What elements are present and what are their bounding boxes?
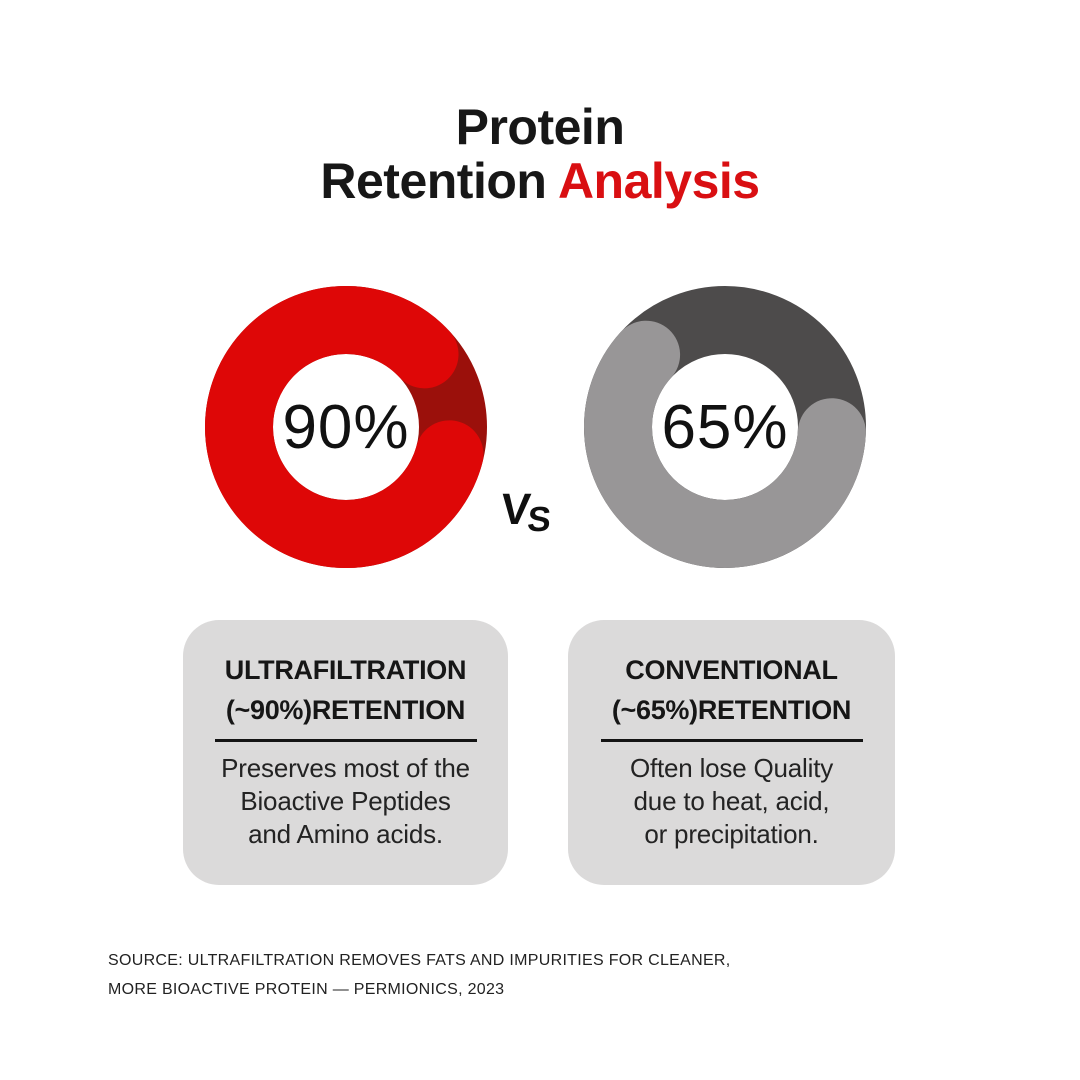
title-line1: Protein xyxy=(455,99,625,155)
card-body-line: due to heat, acid, xyxy=(633,786,830,816)
card-heading-line1: ULTRAFILTRATION xyxy=(224,655,467,685)
title-line2-accent: Analysis xyxy=(557,153,760,209)
card-heading-conventional: CONVENTIONAL (~65%)RETENTION xyxy=(568,650,895,730)
source-note: SOURCE: ULTRAFILTRATION REMOVES FATS AND… xyxy=(108,946,731,1004)
donut-value-ultrafiltration: 90% xyxy=(282,392,410,462)
donut-chart-conventional: 65% xyxy=(580,282,870,572)
title-line2: Retention Analysis xyxy=(0,154,1080,208)
card-body-line: Often lose Quality xyxy=(629,753,834,783)
vs-letter-s: S xyxy=(525,500,553,539)
card-divider xyxy=(600,739,863,742)
card-conventional: CONVENTIONAL (~65%)RETENTION Often lose … xyxy=(568,620,895,885)
source-line2: MORE BIOACTIVE PROTEIN — PERMIONICS, 202… xyxy=(108,981,505,998)
card-heading-line1: CONVENTIONAL xyxy=(625,655,838,685)
donut-chart-ultrafiltration: 90% xyxy=(201,282,491,572)
source-line1: SOURCE: ULTRAFILTRATION REMOVES FATS AND… xyxy=(108,952,731,969)
donut-value-conventional: 65% xyxy=(661,392,789,462)
card-body-line: Preserves most of the xyxy=(221,753,470,783)
card-body-conventional: Often lose Quality due to heat, acid, or… xyxy=(568,752,895,851)
card-body-ultrafiltration: Preserves most of the Bioactive Peptides… xyxy=(183,752,508,851)
donut-ring-ultrafiltration xyxy=(205,286,487,568)
card-heading-ultrafiltration: ULTRAFILTRATION (~90%)RETENTION xyxy=(183,650,508,730)
card-body-line: Bioactive Peptides xyxy=(240,786,451,816)
title-line2-black: Retention xyxy=(320,153,558,209)
card-divider xyxy=(214,739,477,742)
card-body-line: and Amino acids. xyxy=(248,819,443,849)
donut-ring-conventional xyxy=(584,286,866,568)
card-heading-line2: (~90%)RETENTION xyxy=(225,695,466,725)
card-ultrafiltration: ULTRAFILTRATION (~90%)RETENTION Preserve… xyxy=(183,620,508,885)
page-title: Protein Retention Analysis xyxy=(0,100,1080,208)
card-body-line: or precipitation. xyxy=(644,819,819,849)
card-heading-line2: (~65%)RETENTION xyxy=(611,695,852,725)
vs-label: VS xyxy=(499,485,554,539)
